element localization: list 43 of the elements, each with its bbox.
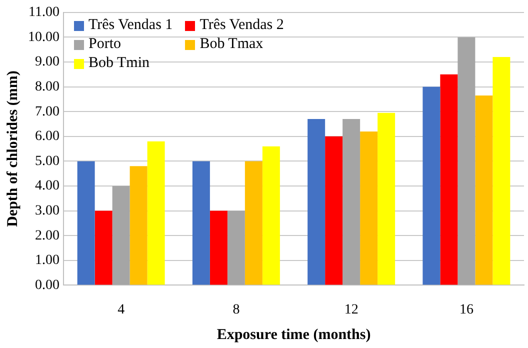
bar (192, 161, 210, 285)
y-tick-label: 3.00 (35, 203, 60, 218)
bar (262, 146, 280, 285)
x-tick-label: 8 (232, 302, 240, 318)
bar (378, 112, 396, 285)
bar (422, 86, 440, 285)
x-tick-label: 12 (344, 302, 358, 318)
y-tick-label: 0.00 (35, 278, 60, 293)
x-tick-label: 16 (459, 302, 474, 318)
bar (325, 136, 343, 285)
y-tick-label: 1.00 (35, 253, 60, 268)
y-tick-label: 4.00 (35, 178, 60, 194)
y-tick-label: 10.00 (28, 30, 60, 45)
bar (210, 210, 228, 285)
legend-label: Porto (88, 36, 122, 54)
y-tick-label: 9.00 (35, 54, 60, 70)
bar (112, 186, 130, 285)
bar (130, 166, 148, 285)
bar (94, 210, 112, 285)
bar (244, 161, 262, 285)
y-tick-label: 6.00 (35, 129, 60, 144)
bar (147, 141, 165, 285)
legend-label: Três Vendas 2 (200, 17, 284, 34)
y-tick-label: 7.00 (35, 104, 60, 120)
y-tick-label: 5.00 (35, 154, 60, 169)
bar (475, 95, 493, 285)
legend-label: Três Vendas 1 (88, 17, 173, 34)
bar (492, 57, 510, 285)
bar (440, 74, 458, 285)
y-tick-label: 11.00 (28, 5, 60, 20)
bar (227, 210, 245, 285)
x-axis-title: Exposure time (months) (216, 326, 371, 343)
bar (77, 161, 95, 285)
legend-label: Bob Tmin (88, 55, 150, 72)
y-tick-label: 2.00 (35, 228, 60, 244)
y-tick-label: 8.00 (35, 79, 60, 94)
bar (308, 119, 326, 285)
legend-label: Bob Tmax (200, 36, 264, 54)
x-tick-label: 4 (118, 302, 125, 318)
bar (360, 131, 378, 285)
y-axis-title: Depth of chlorides (mm) (4, 70, 21, 227)
bar (342, 119, 360, 285)
bar (458, 37, 476, 285)
